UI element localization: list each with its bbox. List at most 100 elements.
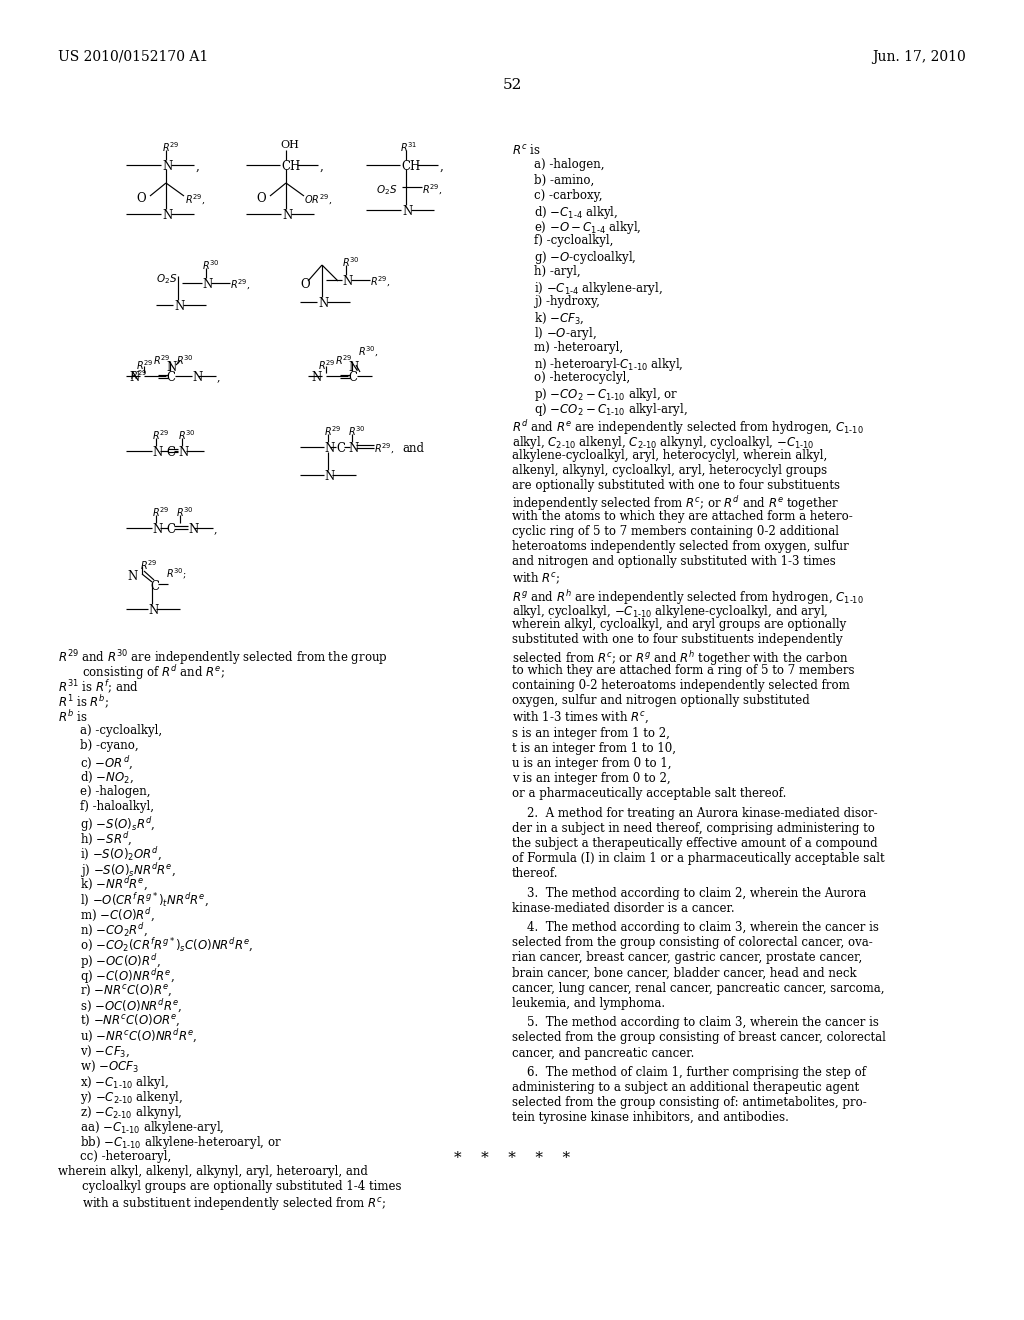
Text: e) -halogen,: e) -halogen, (80, 785, 151, 797)
Text: s) $-OC(O)NR^dR^e$,: s) $-OC(O)NR^dR^e$, (80, 998, 182, 1015)
Text: C: C (166, 446, 175, 459)
Text: $R^1$ is $R^b$;: $R^1$ is $R^b$; (58, 693, 110, 711)
Text: and nitrogen and optionally substituted with 1-3 times: and nitrogen and optionally substituted … (512, 556, 836, 569)
Text: $R^{30}$: $R^{30}$ (202, 257, 220, 272)
Text: n) -heteroaryl-$C_{1\text{-}10}$ alkyl,: n) -heteroaryl-$C_{1\text{-}10}$ alkyl, (534, 356, 684, 372)
Text: $R^{31}$ is $R^f$; and: $R^{31}$ is $R^f$; and (58, 678, 139, 696)
Text: cancer, lung cancer, renal cancer, pancreatic cancer, sarcoma,: cancer, lung cancer, renal cancer, pancr… (512, 982, 885, 995)
Text: n) $-CO_2R^d$,: n) $-CO_2R^d$, (80, 921, 148, 939)
Text: $R^{31}$: $R^{31}$ (400, 140, 418, 154)
Text: consisting of $R^d$ and $R^e$;: consisting of $R^d$ and $R^e$; (82, 663, 225, 682)
Text: b) -amino,: b) -amino, (534, 173, 594, 186)
Text: f) -cycloalkyl,: f) -cycloalkyl, (534, 234, 613, 247)
Text: l) $-O$-aryl,: l) $-O$-aryl, (534, 326, 597, 342)
Text: C: C (166, 523, 175, 536)
Text: 5.  The method according to claim 3, wherein the cancer is: 5. The method according to claim 3, wher… (512, 1016, 879, 1030)
Text: oxygen, sulfur and nitrogen optionally substituted: oxygen, sulfur and nitrogen optionally s… (512, 694, 810, 708)
Text: ,: , (319, 160, 324, 173)
Text: $R^{29}$: $R^{29}$ (153, 352, 171, 367)
Text: v is an integer from 0 to 2,: v is an integer from 0 to 2, (512, 772, 671, 785)
Text: alkenyl, alkynyl, cycloalkyl, aryl, heterocyclyl groups: alkenyl, alkynyl, cycloalkyl, aryl, hete… (512, 465, 827, 478)
Text: wherein alkyl, alkenyl, alkynyl, aryl, heteroaryl, and: wherein alkyl, alkenyl, alkynyl, aryl, h… (58, 1164, 368, 1177)
Text: C: C (348, 371, 357, 384)
Text: N: N (324, 442, 334, 455)
Text: $R^{29}$: $R^{29}$ (140, 558, 158, 572)
Text: $R^g$ and $R^h$ are independently selected from hydrogen, $C_{1\text{-}10}$: $R^g$ and $R^h$ are independently select… (512, 587, 864, 607)
Text: substituted with one to four substituents independently: substituted with one to four substituent… (512, 634, 843, 647)
Text: c) $-OR^d$,: c) $-OR^d$, (80, 755, 133, 772)
Text: a) -cycloalkyl,: a) -cycloalkyl, (80, 723, 162, 737)
Text: u) $-NR^cC(O)NR^dR^e$,: u) $-NR^cC(O)NR^dR^e$, (80, 1028, 198, 1045)
Text: j) -hydroxy,: j) -hydroxy, (534, 294, 600, 308)
Text: alkyl, $C_{2\text{-}10}$ alkenyl, $C_{2\text{-}10}$ alkynyl, cycloalkyl, $-C_{1\: alkyl, $C_{2\text{-}10}$ alkenyl, $C_{2\… (512, 434, 814, 451)
Text: N: N (202, 279, 212, 290)
Text: $R^{29}$: $R^{29}$ (130, 368, 147, 381)
Text: g) $-S(O)_sR^d$,: g) $-S(O)_sR^d$, (80, 816, 156, 834)
Text: $R^{30}$: $R^{30}$ (176, 506, 194, 519)
Text: kinase-mediated disorder is a cancer.: kinase-mediated disorder is a cancer. (512, 902, 734, 915)
Text: $O_2S$: $O_2S$ (376, 183, 397, 197)
Text: r) $-NR^cC(O)R^e$,: r) $-NR^cC(O)R^e$, (80, 982, 172, 998)
Text: bb) $-C_{1\text{-}10}$ alkylene-heteroaryl, or: bb) $-C_{1\text{-}10}$ alkylene-heteroar… (80, 1134, 282, 1151)
Text: CH: CH (401, 160, 420, 173)
Text: N: N (148, 605, 159, 616)
Text: N: N (318, 297, 329, 310)
Text: independently selected from $R^c$; or $R^d$ and $R^e$ together: independently selected from $R^c$; or $R… (512, 495, 840, 513)
Text: brain cancer, bone cancer, bladder cancer, head and neck: brain cancer, bone cancer, bladder cance… (512, 966, 857, 979)
Text: N: N (152, 523, 162, 536)
Text: selected from the group consisting of: antimetabolites, pro-: selected from the group consisting of: a… (512, 1096, 866, 1109)
Text: $R^{29}$,: $R^{29}$, (370, 275, 390, 289)
Text: j) $-S(O)_sNR^dR^e$,: j) $-S(O)_sNR^dR^e$, (80, 861, 176, 879)
Text: with 1-3 times with $R^c$,: with 1-3 times with $R^c$, (512, 709, 649, 725)
Text: $R^{29}$,: $R^{29}$, (374, 442, 394, 457)
Text: with $R^c$;: with $R^c$; (512, 570, 560, 586)
Text: N: N (193, 371, 203, 384)
Text: N: N (348, 360, 358, 374)
Text: heteroatoms independently selected from oxygen, sulfur: heteroatoms independently selected from … (512, 540, 849, 553)
Text: N: N (402, 205, 413, 218)
Text: d) $-C_{1\text{-}4}$ alkyl,: d) $-C_{1\text{-}4}$ alkyl, (534, 203, 618, 220)
Text: y) $-C_{2\text{-}10}$ alkenyl,: y) $-C_{2\text{-}10}$ alkenyl, (80, 1089, 183, 1106)
Text: alkyl, cycloalkyl, $-C_{1\text{-}10}$ alkylene-cycloalkyl, and aryl,: alkyl, cycloalkyl, $-C_{1\text{-}10}$ al… (512, 603, 828, 620)
Text: ,: , (440, 160, 443, 173)
Text: O: O (136, 191, 146, 205)
Text: der in a subject in need thereof, comprising administering to: der in a subject in need thereof, compri… (512, 822, 874, 834)
Text: O: O (300, 279, 309, 290)
Text: Jun. 17, 2010: Jun. 17, 2010 (872, 50, 966, 63)
Text: $R^c$ is: $R^c$ is (512, 143, 541, 157)
Text: $R^{29}$: $R^{29}$ (318, 358, 336, 372)
Text: t) $-NR^cC(O)OR^e$,: t) $-NR^cC(O)OR^e$, (80, 1012, 180, 1028)
Text: 4.  The method according to claim 3, wherein the cancer is: 4. The method according to claim 3, wher… (512, 921, 879, 935)
Text: thereof.: thereof. (512, 867, 558, 880)
Text: selected from the group consisting of breast cancer, colorectal: selected from the group consisting of br… (512, 1031, 886, 1044)
Text: rian cancer, breast cancer, gastric cancer, prostate cancer,: rian cancer, breast cancer, gastric canc… (512, 952, 862, 965)
Text: of Formula (I) in claim 1 or a pharmaceutically acceptable salt: of Formula (I) in claim 1 or a pharmaceu… (512, 853, 885, 865)
Text: $R^{30}$: $R^{30}$ (176, 352, 194, 367)
Text: o) -heterocyclyl,: o) -heterocyclyl, (534, 371, 630, 384)
Text: d) $-NO_2$,: d) $-NO_2$, (80, 770, 134, 785)
Text: *    *    *    *    *: * * * * * (454, 1151, 570, 1164)
Text: q) $-CO_2-C_{1\text{-}10}$ alkyl-aryl,: q) $-CO_2-C_{1\text{-}10}$ alkyl-aryl, (534, 401, 688, 418)
Text: t is an integer from 1 to 10,: t is an integer from 1 to 10, (512, 742, 676, 755)
Text: with a substituent independently selected from $R^c$;: with a substituent independently selecte… (82, 1195, 386, 1212)
Text: k) $-CF_3$,: k) $-CF_3$, (534, 310, 585, 326)
Text: $R^{29}$: $R^{29}$ (152, 506, 170, 519)
Text: N: N (152, 446, 162, 459)
Text: x) $-C_{1\text{-}10}$ alkyl,: x) $-C_{1\text{-}10}$ alkyl, (80, 1073, 169, 1090)
Text: $O_2S$: $O_2S$ (156, 272, 177, 286)
Text: ,: , (214, 524, 217, 535)
Text: selected from $R^c$; or $R^g$ and $R^h$ together with the carbon: selected from $R^c$; or $R^g$ and $R^h$ … (512, 648, 848, 668)
Text: o) $-CO_2(CR^fR^{g*})_sC(O)NR^dR^e$,: o) $-CO_2(CR^fR^{g*})_sC(O)NR^dR^e$, (80, 937, 254, 954)
Text: $R^{30}$;: $R^{30}$; (166, 566, 186, 581)
Text: N: N (348, 442, 358, 455)
Text: s is an integer from 1 to 2,: s is an integer from 1 to 2, (512, 726, 670, 739)
Text: to which they are attached form a ring of 5 to 7 members: to which they are attached form a ring o… (512, 664, 854, 677)
Text: $R^{29}$ and $R^{30}$ are independently selected from the group: $R^{29}$ and $R^{30}$ are independently … (58, 648, 388, 668)
Text: N: N (342, 275, 352, 288)
Text: u is an integer from 0 to 1,: u is an integer from 0 to 1, (512, 756, 672, 770)
Text: cyclic ring of 5 to 7 members containing 0-2 additional: cyclic ring of 5 to 7 members containing… (512, 525, 839, 539)
Text: m) -heteroaryl,: m) -heteroaryl, (534, 341, 624, 354)
Text: alkylene-cycloalkyl, aryl, heterocyclyl, wherein alkyl,: alkylene-cycloalkyl, aryl, heterocyclyl,… (512, 449, 827, 462)
Text: p) $-CO_2-C_{1\text{-}10}$ alkyl, or: p) $-CO_2-C_{1\text{-}10}$ alkyl, or (534, 387, 679, 403)
Text: and: and (402, 442, 424, 455)
